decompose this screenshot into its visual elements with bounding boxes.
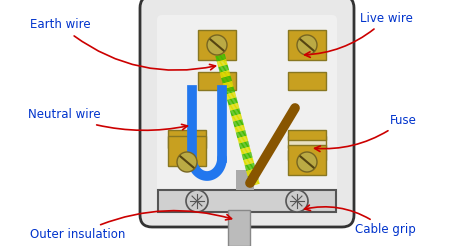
Bar [236, 170, 254, 190]
Bar [228, 210, 250, 246]
Bar [158, 190, 336, 212]
Text: Earth wire: Earth wire [30, 18, 215, 70]
Text: Cable grip: Cable grip [305, 205, 416, 236]
FancyBboxPatch shape [140, 0, 354, 227]
Bar [288, 30, 326, 60]
Bar [288, 145, 326, 175]
Bar [288, 150, 326, 160]
Circle shape [186, 190, 208, 212]
Bar [198, 72, 236, 90]
Text: Neutral wire: Neutral wire [28, 108, 188, 130]
Bar [168, 130, 206, 148]
Bar [288, 130, 326, 140]
Circle shape [207, 35, 227, 55]
FancyBboxPatch shape [157, 15, 337, 203]
Circle shape [286, 190, 308, 212]
Circle shape [297, 35, 317, 55]
Bar [288, 72, 326, 90]
Bar [288, 136, 326, 148]
Text: Fuse: Fuse [314, 113, 417, 152]
Bar [198, 30, 236, 60]
Text: Live wire: Live wire [305, 12, 413, 57]
Bar [168, 136, 206, 166]
Text: Outer insulation: Outer insulation [30, 211, 232, 242]
Circle shape [297, 152, 317, 172]
Circle shape [177, 152, 197, 172]
